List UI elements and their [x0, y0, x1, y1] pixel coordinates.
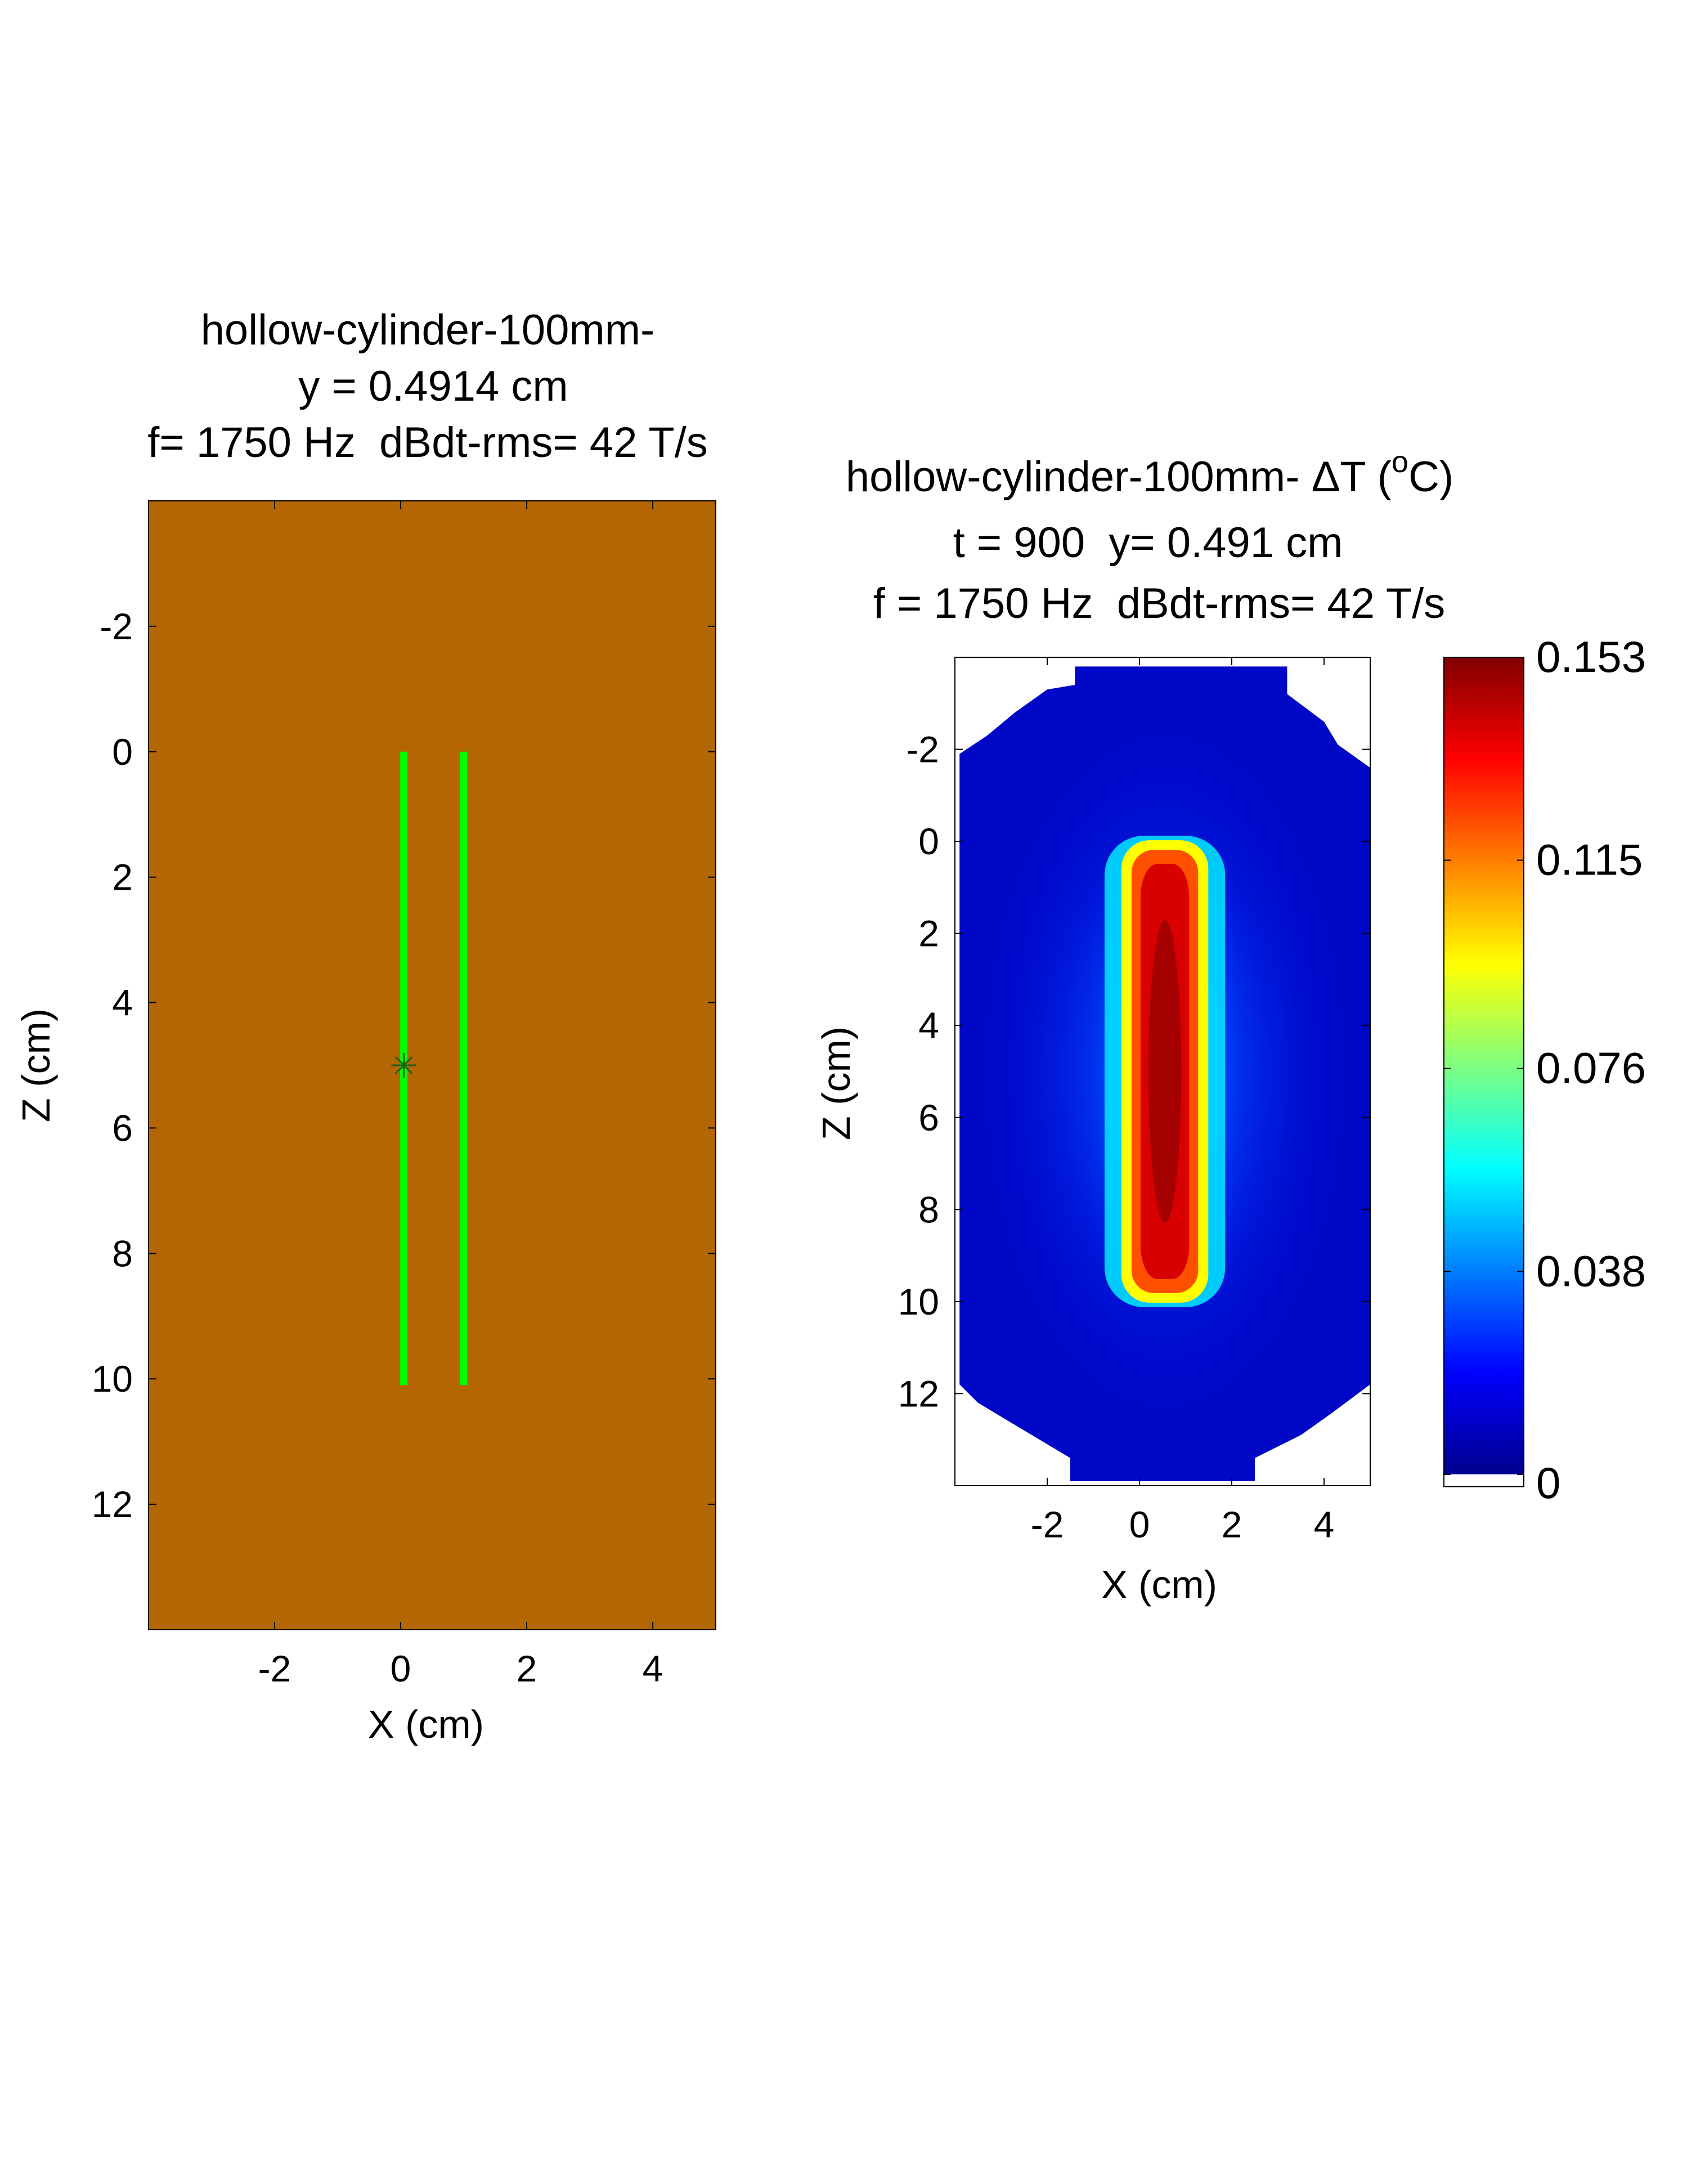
- y-tick-label: 10: [92, 1358, 133, 1400]
- right-y-axis-label: Z (cm): [814, 1026, 858, 1140]
- y-tick-label: 2: [112, 856, 133, 898]
- right-title-sup: o: [1392, 445, 1408, 479]
- right-title-line-2: t = 900 y= 0.491 cm: [953, 519, 1343, 567]
- heat-layers: [979, 723, 1351, 1420]
- y-tick-label: 10: [898, 1281, 939, 1322]
- y-tick-label: 6: [918, 1097, 939, 1138]
- left-title-line-2: y = 0.4914 cm: [298, 362, 568, 410]
- y-tick-label: 4: [918, 1004, 939, 1046]
- colorbar-ticks: 0.153 0.115 0.076 0.038 0: [1444, 632, 1646, 1508]
- colorbar-tick-label: 0.153: [1536, 632, 1646, 681]
- colorbar-blank: [1444, 1474, 1524, 1487]
- left-title-line-1: hollow-cylinder-100mm-: [201, 306, 655, 354]
- geometry-panel: hollow-cylinder-100mm- y = 0.4914 cm f= …: [14, 306, 716, 1746]
- colorbar: 0.153 0.115 0.076 0.038 0: [1443, 632, 1646, 1508]
- right-x-axis-label: X (cm): [1101, 1563, 1217, 1607]
- left-x-axis-label: X (cm): [368, 1702, 484, 1746]
- x-tick-label: -2: [1031, 1504, 1064, 1545]
- x-tick-label: 4: [1314, 1504, 1335, 1545]
- left-plot-area: [148, 500, 716, 1630]
- y-tick-label: 4: [112, 982, 133, 1024]
- y-tick-label: 0: [112, 731, 133, 773]
- y-tick-label: 8: [112, 1232, 133, 1274]
- x-tick-label: 2: [1222, 1504, 1242, 1545]
- y-tick-label: 12: [898, 1373, 939, 1414]
- colorbar-tick-label: 0: [1536, 1458, 1560, 1508]
- temperature-heatmap: [954, 657, 1371, 1486]
- x-tick-label: 2: [517, 1648, 537, 1689]
- left-title-line-3: f= 1750 Hz dBdt-rms= 42 T/s: [147, 419, 708, 467]
- right-title-line-3: f = 1750 Hz dBdt-rms= 42 T/s: [873, 580, 1446, 627]
- marker-stroke: [394, 1056, 413, 1075]
- y-tick-label: 2: [918, 913, 939, 954]
- right-plot-border: [954, 657, 1371, 1486]
- x-tick-label: 0: [391, 1648, 411, 1689]
- right-title-pre: hollow-cylinder-100mm- ΔT (: [846, 453, 1392, 501]
- left-y-axis-label: Z (cm): [14, 1008, 58, 1122]
- colorbar-tick-label: 0.115: [1536, 835, 1643, 885]
- colorbar-gradient: [1444, 657, 1524, 1474]
- temperature-panel: hollow-cylinder-100mm- ΔT (oC) t = 900 y…: [814, 445, 1646, 1607]
- left-lines: [391, 751, 468, 1385]
- y-tick-label: 8: [918, 1189, 939, 1230]
- y-tick-label: 0: [918, 820, 939, 862]
- colorbar-frame: [1443, 657, 1524, 1487]
- center-marker: [391, 1053, 416, 1078]
- heat-peak-core: [1148, 920, 1182, 1223]
- y-tick-label: -2: [906, 729, 939, 770]
- x-tick-label: -2: [258, 1648, 291, 1689]
- colorbar-tick-label: 0.076: [1536, 1043, 1646, 1093]
- right-axis-ticks: -2 0 2 4 -2 0 2 4 6 8 10 12: [898, 657, 1370, 1545]
- left-axis-ticks: -2 0 2 4 -2 0 2 4 6 8 10 12: [92, 501, 716, 1689]
- y-tick-label: -2: [100, 606, 133, 647]
- y-tick-label: 6: [112, 1107, 133, 1149]
- y-tick-label: 12: [92, 1483, 133, 1525]
- colorbar-tick-label: 0.038: [1536, 1246, 1646, 1295]
- right-title-post: C): [1408, 453, 1453, 501]
- right-title-line-1: hollow-cylinder-100mm- ΔT (oC): [846, 445, 1453, 501]
- x-tick-label: 0: [1129, 1504, 1150, 1545]
- x-tick-label: 4: [643, 1648, 663, 1689]
